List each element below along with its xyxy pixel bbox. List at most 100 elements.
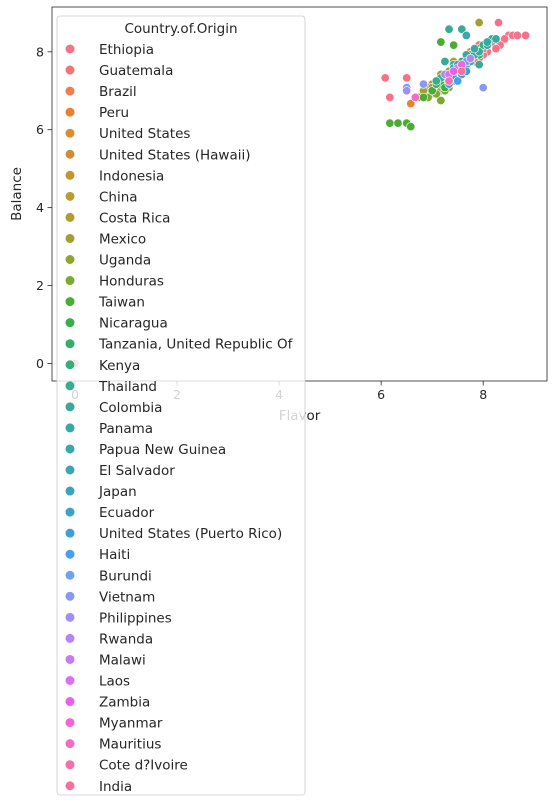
data-point (465, 53, 475, 63)
data-point (419, 92, 429, 102)
legend-label: Colombia (99, 400, 162, 416)
legend-marker (64, 170, 76, 181)
data-point (427, 86, 437, 96)
legend-label: United States (Puerto Rico) (99, 526, 282, 542)
data-point (436, 96, 446, 106)
data-point (482, 37, 492, 47)
x-tick-label: 8 (479, 387, 487, 402)
legend-marker (64, 464, 76, 476)
legend-marker (64, 212, 76, 223)
data-point (512, 30, 522, 40)
legend-label: Vietnam (99, 589, 155, 605)
legend-marker (64, 317, 76, 328)
legend-label: Thailand (98, 379, 157, 395)
data-point (402, 73, 412, 83)
legend-marker (64, 43, 76, 55)
y-tick-label: 6 (36, 122, 44, 137)
data-point (453, 76, 463, 86)
legend-marker (64, 254, 76, 265)
legend-label: Kenya (99, 358, 140, 374)
legend-marker (64, 570, 76, 581)
legend-label: Ecuador (99, 505, 155, 521)
legend-marker (64, 675, 76, 686)
legend-frame (56, 15, 306, 796)
legend-label: Cote d?Ivoire (99, 758, 188, 774)
legend-label: Rwanda (99, 631, 153, 647)
legend-marker (64, 612, 76, 623)
legend-label: Burundi (99, 568, 152, 584)
legend-label: Zambia (99, 695, 150, 711)
data-point (444, 76, 454, 86)
legend-label: Laos (99, 674, 130, 690)
data-point (385, 118, 395, 128)
legend-marker (64, 401, 76, 412)
legend-label: Panama (99, 421, 153, 437)
data-point (406, 122, 416, 132)
data-point (431, 76, 441, 86)
data-point (457, 24, 467, 34)
legend-marker (64, 528, 76, 539)
legend-label: Nicaragua (99, 316, 168, 332)
legend-marker (64, 443, 76, 455)
legend-label: Mexico (99, 231, 146, 247)
legend-marker (64, 633, 76, 644)
data-point (419, 79, 429, 89)
legend-label: Honduras (99, 274, 164, 290)
legend-marker (64, 654, 76, 665)
legend-marker (64, 128, 76, 139)
legend-label: Malawi (99, 652, 146, 668)
points-layer (70, 18, 531, 368)
legend-label: Taiwan (98, 295, 145, 311)
data-point (521, 30, 531, 40)
legend-marker (64, 549, 76, 560)
data-point (406, 99, 416, 109)
legend-label: Myanmar (99, 716, 163, 732)
legend-items: Ethiopia Guatemala Brazil Peru United States… (64, 42, 294, 795)
data-point (449, 40, 459, 50)
data-point (494, 18, 504, 28)
y-tick-label: 2 (36, 278, 44, 293)
legend-label: United States (Hawaii) (99, 147, 250, 163)
data-point (470, 44, 480, 54)
legend-label: United States (99, 126, 190, 142)
data-point (491, 44, 501, 54)
legend-marker (64, 422, 76, 434)
data-point (461, 30, 471, 40)
legend-label: Peru (99, 105, 129, 121)
legend-label: India (99, 779, 132, 795)
legend-label: Japan (98, 484, 137, 500)
data-point (440, 57, 450, 67)
legend-label: Indonesia (99, 168, 164, 184)
legend-marker (64, 296, 76, 307)
legend-label: Tanzania, United Republic Of (98, 337, 294, 353)
legend-marker (64, 275, 76, 286)
data-point (410, 92, 420, 102)
legend-marker (64, 591, 76, 602)
data-point (478, 83, 488, 93)
legend-marker (64, 359, 76, 370)
legend: Country.of.Origin Ethiopia Guatemala Brazi… (56, 15, 306, 796)
data-point (457, 66, 467, 76)
y-tick-label: 4 (36, 200, 44, 215)
legend-marker (64, 738, 76, 749)
legend-marker (64, 506, 76, 518)
legend-marker (64, 780, 76, 791)
legend-marker (64, 717, 76, 728)
legend-title: Country.of.Origin (124, 21, 237, 37)
legend-label: Philippines (99, 610, 172, 626)
data-point (474, 60, 484, 70)
legend-label: Uganda (99, 253, 151, 269)
legend-label: Ethiopia (99, 42, 154, 58)
legend-label: Brazil (99, 84, 137, 100)
data-point (402, 86, 412, 96)
legend-label: Papua New Guinea (99, 442, 226, 458)
legend-marker (64, 191, 76, 202)
legend-label: Haiti (99, 547, 130, 563)
data-point (436, 37, 446, 47)
y-tick-label: 8 (36, 44, 44, 59)
x-tick-label: 6 (377, 387, 385, 402)
plot-area: 0246802468 (36, 6, 548, 402)
legend-marker (64, 338, 76, 349)
data-point (449, 66, 459, 76)
